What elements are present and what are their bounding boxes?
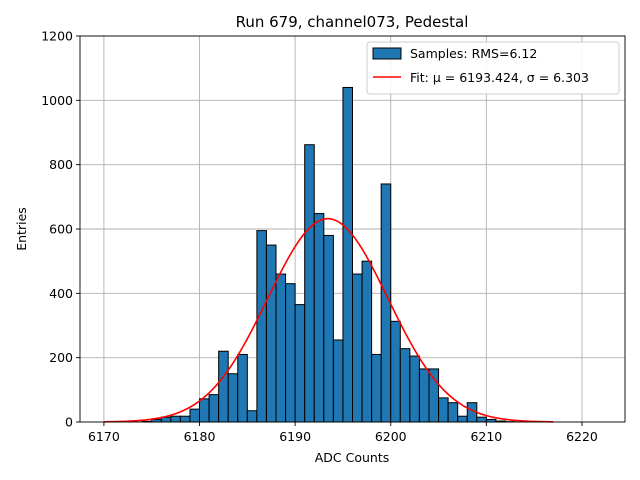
histogram-bar [352, 273, 363, 423]
histogram-bar [189, 408, 201, 423]
histogram-bar [246, 410, 258, 423]
legend-bar-swatch [372, 47, 402, 60]
x-axis-label: ADC Counts [315, 450, 390, 465]
y-tick-label: 600 [49, 222, 73, 237]
x-tick-label: 6210 [470, 429, 502, 444]
histogram-bar [390, 320, 401, 423]
histogram-bar [304, 144, 315, 423]
legend-box [366, 41, 620, 95]
histogram-bars [141, 86, 516, 423]
x-tick-label: 6180 [184, 429, 216, 444]
histogram-bar [457, 415, 468, 423]
legend-fit-label: Fit: μ = 6193.424, σ = 6.303 [410, 70, 589, 85]
y-tick-label: 400 [49, 286, 73, 301]
histogram-bar [218, 350, 229, 423]
histogram-bar [418, 368, 430, 423]
y-tick-label: 1000 [41, 93, 73, 108]
x-tick-label: 6200 [375, 429, 407, 444]
x-tick-label: 6190 [279, 429, 311, 444]
histogram-bar [294, 304, 306, 423]
y-axis-label: Entries [14, 207, 29, 251]
histogram-bar [199, 398, 210, 423]
y-tick-label: 200 [49, 350, 73, 365]
histogram-bar [438, 397, 449, 423]
x-tick-label: 6220 [566, 429, 598, 444]
histogram-bar [409, 355, 420, 423]
histogram-bar [361, 260, 373, 423]
legend: Samples: RMS=6.12 Fit: μ = 6193.424, σ =… [366, 41, 620, 95]
histogram-bar [332, 339, 344, 423]
histogram-bar [237, 353, 248, 423]
histogram-bar [256, 230, 267, 423]
legend-samples-label: Samples: RMS=6.12 [410, 46, 537, 61]
gaussian-fit-curve [103, 217, 554, 423]
histogram-bar [380, 183, 392, 423]
x-tick-label: 6170 [88, 429, 120, 444]
histogram-bar [399, 348, 411, 423]
histogram-bar [323, 234, 334, 423]
histogram-bar [179, 415, 191, 423]
y-axis-ticks: 0 200 400 600 800 1000 1200 [41, 29, 80, 430]
histogram-bar [285, 283, 296, 423]
histogram-bar [208, 394, 220, 423]
histogram-bar [476, 416, 487, 423]
histogram-bar [170, 415, 181, 423]
x-axis-ticks: 6170 6180 6190 6200 6210 6220 [88, 422, 598, 444]
histogram-bar [342, 86, 354, 423]
y-tick-label: 0 [65, 415, 73, 430]
chart-title: Run 679, channel073, Pedestal [236, 13, 469, 31]
y-tick-label: 800 [49, 157, 73, 172]
histogram-bar [447, 402, 459, 423]
histogram-bar [275, 273, 287, 423]
histogram-bar [227, 373, 239, 423]
y-tick-label: 1200 [41, 29, 73, 44]
histogram-bar [428, 368, 440, 423]
histogram-bar [371, 353, 382, 423]
histogram-bar [265, 244, 277, 423]
histogram-bar [313, 213, 325, 423]
